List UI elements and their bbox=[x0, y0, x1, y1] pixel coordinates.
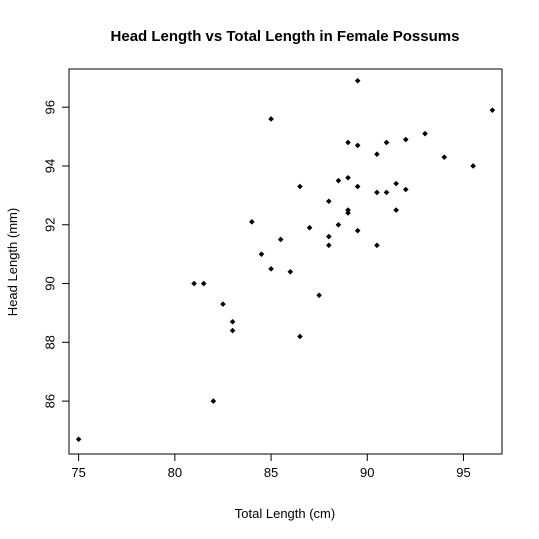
data-point-14 bbox=[297, 333, 303, 340]
y-axis: 86 88 90 92 94 96 bbox=[43, 100, 70, 408]
data-point-22 bbox=[345, 139, 351, 146]
x-axis: 75 80 85 90 95 bbox=[71, 453, 471, 480]
data-point-37 bbox=[402, 136, 409, 143]
data-point-6 bbox=[229, 327, 236, 334]
x-tick-label: 85 bbox=[264, 465, 278, 480]
data-point-29 bbox=[354, 227, 361, 234]
y-tick-label: 88 bbox=[43, 335, 58, 349]
data-point-42 bbox=[489, 107, 496, 113]
data-point-38 bbox=[402, 186, 409, 193]
data-point-33 bbox=[383, 139, 390, 146]
data-point-27 bbox=[354, 142, 361, 149]
data-point-24 bbox=[345, 207, 351, 213]
data-point-35 bbox=[393, 180, 399, 187]
data-point-12 bbox=[287, 268, 294, 275]
data-point-20 bbox=[335, 177, 342, 184]
data-point-11 bbox=[277, 236, 284, 243]
y-tick-label: 96 bbox=[43, 100, 58, 114]
chart-title: Head Length vs Total Length in Female Po… bbox=[111, 28, 460, 45]
data-point-32 bbox=[374, 242, 380, 249]
x-axis-label: Total Length (cm) bbox=[235, 506, 335, 521]
x-tick-label: 95 bbox=[456, 465, 470, 480]
data-point-40 bbox=[441, 154, 448, 160]
data-point-25 bbox=[345, 210, 351, 216]
data-points bbox=[75, 77, 496, 443]
data-point-28 bbox=[354, 183, 361, 190]
data-point-17 bbox=[326, 198, 332, 205]
data-point-31 bbox=[374, 189, 380, 196]
data-point-2 bbox=[200, 280, 207, 287]
data-point-7 bbox=[249, 219, 255, 225]
data-point-39 bbox=[422, 130, 428, 137]
y-axis-label: Head Length (mm) bbox=[5, 208, 20, 316]
x-tick-label: 75 bbox=[71, 465, 85, 480]
data-point-13 bbox=[297, 183, 303, 190]
data-point-5 bbox=[229, 318, 236, 325]
y-tick-label: 92 bbox=[43, 218, 58, 232]
x-tick-label: 80 bbox=[168, 465, 182, 480]
data-point-0 bbox=[75, 436, 82, 443]
data-point-23 bbox=[345, 174, 351, 181]
data-point-19 bbox=[326, 242, 332, 249]
plot-frame bbox=[68, 68, 503, 455]
data-point-21 bbox=[335, 221, 342, 228]
data-point-26 bbox=[354, 77, 361, 84]
data-point-1 bbox=[191, 280, 197, 287]
y-tick-label: 90 bbox=[43, 276, 58, 290]
data-point-4 bbox=[220, 301, 226, 307]
data-point-10 bbox=[268, 266, 274, 272]
x-tick-label: 90 bbox=[360, 465, 374, 480]
data-point-15 bbox=[306, 224, 313, 231]
data-point-8 bbox=[258, 251, 265, 257]
data-point-16 bbox=[316, 292, 322, 299]
y-tick-label: 86 bbox=[43, 394, 58, 408]
data-point-3 bbox=[210, 398, 217, 404]
data-point-18 bbox=[326, 233, 332, 240]
data-point-34 bbox=[383, 189, 390, 196]
data-point-41 bbox=[470, 163, 476, 169]
data-point-36 bbox=[393, 207, 399, 213]
data-point-9 bbox=[268, 116, 274, 122]
y-tick-label: 94 bbox=[43, 159, 58, 173]
data-point-30 bbox=[374, 151, 380, 158]
